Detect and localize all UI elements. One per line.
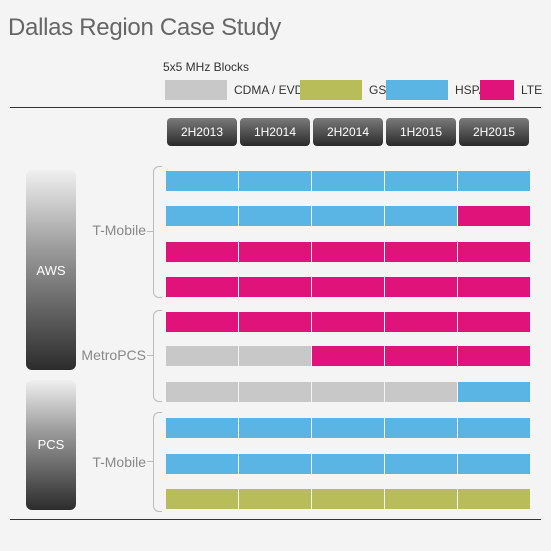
- period-header-2h2015: 2H2015: [459, 118, 529, 146]
- legend-item-lte: LTE: [480, 79, 542, 101]
- block-cell-r10-c2: [239, 489, 311, 509]
- block-cell-r2-c2: [239, 206, 311, 226]
- block-cell-r1-c2: [239, 171, 311, 191]
- block-cell-r4-c2: [239, 277, 311, 297]
- group-label-tmobile-aws: T-Mobile: [92, 222, 146, 238]
- block-cell-r2-c3: [312, 206, 384, 226]
- block-cell-r7-c1: [166, 382, 238, 402]
- legend-swatch-cdma: [165, 80, 227, 100]
- block-cell-r10-c1: [166, 489, 238, 509]
- page-title: Dallas Region Case Study: [8, 14, 281, 41]
- block-cell-r6-c1: [166, 346, 238, 366]
- block-cell-r9-c3: [312, 454, 384, 474]
- block-cell-r3-c2: [239, 242, 311, 262]
- block-cell-r8-c5: [458, 418, 530, 438]
- block-cell-r6-c4: [385, 346, 457, 366]
- block-cell-r1-c4: [385, 171, 457, 191]
- group-brace-metropcs: [153, 310, 162, 402]
- legend-item-hspa: HSPA+: [386, 79, 494, 101]
- block-cell-r4-c5: [458, 277, 530, 297]
- period-header-1h2014: 1H2014: [240, 118, 310, 146]
- block-cell-r5-c2: [239, 312, 311, 332]
- block-cell-r6-c3: [312, 346, 384, 366]
- legend-swatch-hspa: [386, 80, 448, 100]
- block-cell-r5-c5: [458, 312, 530, 332]
- block-cell-r5-c4: [385, 312, 457, 332]
- band-aws-label: AWS: [36, 263, 66, 278]
- legend-item-cdma: CDMA / EVDO: [165, 79, 313, 101]
- block-cell-r1-c3: [312, 171, 384, 191]
- group-label-metropcs: MetroPCS: [81, 347, 146, 363]
- block-cell-r8-c1: [166, 418, 238, 438]
- legend-swatch-gsm: [300, 80, 362, 100]
- group-brace-tmobile-aws: [153, 166, 162, 298]
- block-cell-r6-c2: [239, 346, 311, 366]
- block-cell-r7-c4: [385, 382, 457, 402]
- block-cell-r9-c2: [239, 454, 311, 474]
- band-pcs-pill: [26, 380, 76, 510]
- top-divider: [10, 107, 541, 108]
- legend-item-gsm: GSM: [300, 79, 396, 101]
- block-cell-r4-c1: [166, 277, 238, 297]
- block-cell-r3-c3: [312, 242, 384, 262]
- block-cell-r9-c5: [458, 454, 530, 474]
- block-cell-r3-c5: [458, 242, 530, 262]
- band-aws-pill: [26, 170, 76, 370]
- band-pcs-label: PCS: [37, 437, 65, 452]
- block-cell-r7-c2: [239, 382, 311, 402]
- legend-swatch-lte: [480, 80, 514, 100]
- legend-label-lte: LTE: [521, 83, 543, 97]
- block-cell-r9-c4: [385, 454, 457, 474]
- legend-label-cdma: CDMA / EVDO: [234, 83, 313, 97]
- group-brace-tip-tmobile-pcs: [147, 461, 153, 462]
- block-cell-r4-c4: [385, 277, 457, 297]
- block-cell-r2-c4: [385, 206, 457, 226]
- block-cell-r3-c4: [385, 242, 457, 262]
- block-cell-r2-c5: [458, 206, 530, 226]
- group-brace-tmobile-pcs: [153, 412, 162, 512]
- group-brace-tip-metropcs: [147, 355, 153, 356]
- block-cell-r10-c3: [312, 489, 384, 509]
- block-cell-r8-c4: [385, 418, 457, 438]
- period-header-2h2013: 2H2013: [167, 118, 237, 146]
- block-cell-r1-c5: [458, 171, 530, 191]
- block-cell-r5-c1: [166, 312, 238, 332]
- block-cell-r10-c5: [458, 489, 530, 509]
- block-cell-r7-c5: [458, 382, 530, 402]
- block-cell-r1-c1: [166, 171, 238, 191]
- group-brace-tip-tmobile-aws: [147, 231, 153, 232]
- legend-heading: 5x5 MHz Blocks: [163, 60, 250, 74]
- block-cell-r7-c3: [312, 382, 384, 402]
- block-cell-r8-c2: [239, 418, 311, 438]
- block-cell-r9-c1: [166, 454, 238, 474]
- block-cell-r5-c3: [312, 312, 384, 332]
- block-cell-r2-c1: [166, 206, 238, 226]
- bottom-divider: [10, 519, 541, 520]
- block-cell-r4-c3: [312, 277, 384, 297]
- period-header-2h2014: 2H2014: [313, 118, 383, 146]
- block-cell-r10-c4: [385, 489, 457, 509]
- block-cell-r6-c5: [458, 346, 530, 366]
- period-header-1h2015: 1H2015: [386, 118, 456, 146]
- block-cell-r3-c1: [166, 242, 238, 262]
- block-cell-r8-c3: [312, 418, 384, 438]
- group-label-tmobile-pcs: T-Mobile: [92, 454, 146, 470]
